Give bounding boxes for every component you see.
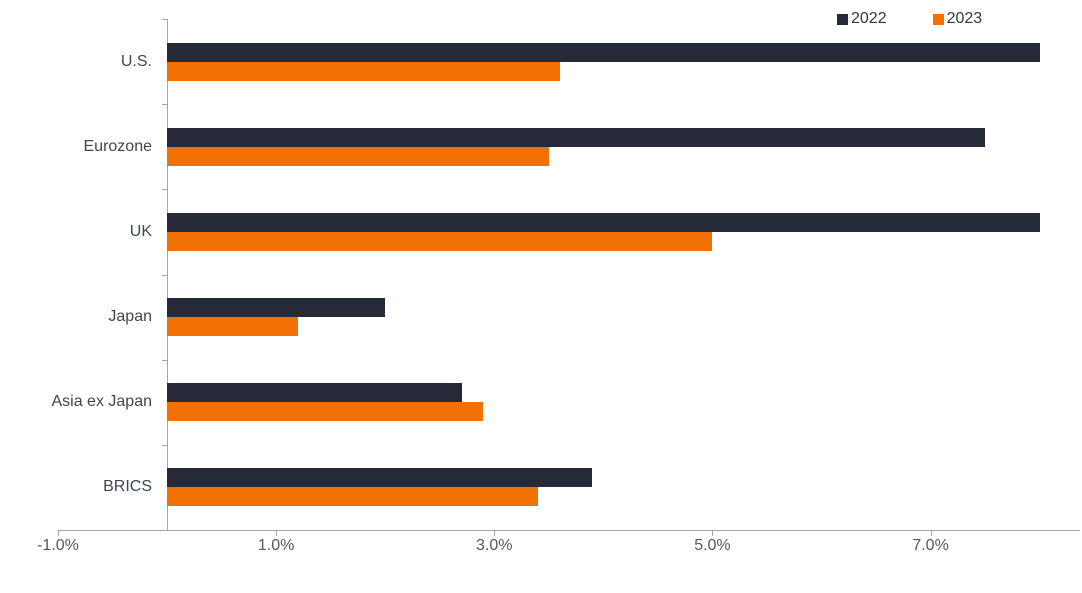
category-label: Eurozone bbox=[83, 137, 153, 155]
legend-marker-2022-icon bbox=[837, 13, 848, 25]
category-boundary-tick bbox=[162, 274, 168, 276]
bar-2023-brics bbox=[167, 487, 538, 507]
bar-2022-u-s- bbox=[167, 42, 1040, 62]
category-boundary-tick bbox=[162, 104, 168, 106]
legend: 2022 2023 bbox=[837, 10, 982, 28]
category-label: U.S. bbox=[120, 52, 152, 70]
x-axis-tick bbox=[494, 530, 496, 536]
x-axis-tick-label: 7.0% bbox=[912, 537, 949, 554]
x-axis-tick bbox=[930, 530, 932, 536]
category-label: BRICS bbox=[103, 478, 152, 496]
x-axis-tick bbox=[276, 530, 278, 536]
x-axis-tick-label: -1.0% bbox=[37, 537, 79, 554]
bar-2022-japan bbox=[167, 298, 386, 318]
bar-2022-uk bbox=[167, 212, 1040, 232]
bar-2023-uk bbox=[167, 231, 713, 251]
category-boundary-tick bbox=[162, 189, 168, 191]
x-axis-tick-label: 5.0% bbox=[694, 537, 731, 554]
category-label: Asia ex Japan bbox=[51, 393, 152, 411]
category-boundary-tick bbox=[162, 444, 168, 446]
legend-entry-2023: 2023 bbox=[932, 10, 983, 28]
legend-label-2022: 2022 bbox=[851, 10, 887, 27]
category-label: UK bbox=[129, 222, 152, 240]
bar-2022-eurozone bbox=[167, 127, 986, 147]
bar-2022-asia-ex-japan bbox=[167, 383, 462, 403]
bar-2023-u-s- bbox=[167, 61, 560, 81]
bar-2023-eurozone bbox=[167, 146, 549, 166]
bar-2023-japan bbox=[167, 317, 298, 337]
category-boundary-tick bbox=[162, 359, 168, 361]
legend-label-2023: 2023 bbox=[946, 10, 983, 27]
plot-area bbox=[58, 19, 1080, 531]
category-label: Japan bbox=[108, 308, 152, 326]
bar-2023-asia-ex-japan bbox=[167, 402, 484, 422]
x-axis-tick-label: 3.0% bbox=[476, 537, 513, 554]
x-axis-tick-label: 1.0% bbox=[257, 537, 295, 554]
category-boundary-tick bbox=[162, 19, 168, 20]
legend-marker-2023-icon bbox=[932, 13, 944, 25]
category-axis-line bbox=[167, 19, 169, 530]
legend-entry-2022: 2022 bbox=[837, 10, 887, 28]
x-axis-tick bbox=[712, 530, 714, 536]
bar-2022-brics bbox=[167, 468, 593, 488]
x-axis-tick bbox=[58, 530, 59, 536]
